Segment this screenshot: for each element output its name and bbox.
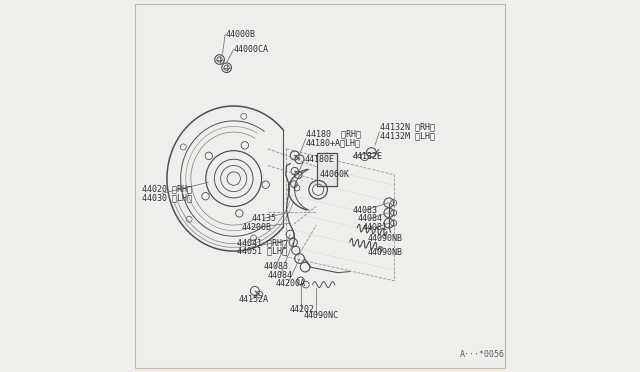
Text: 44083: 44083: [264, 262, 289, 271]
Text: 44152A: 44152A: [239, 295, 269, 304]
FancyBboxPatch shape: [317, 153, 337, 186]
Text: 44081: 44081: [363, 223, 388, 232]
Text: 44000B: 44000B: [225, 30, 255, 39]
Text: 44084: 44084: [357, 214, 382, 223]
Text: 44090NC: 44090NC: [303, 311, 339, 320]
Text: 44041 〈RH〉: 44041 〈RH〉: [237, 238, 287, 247]
Text: 44132M 〈LH〉: 44132M 〈LH〉: [380, 131, 435, 140]
Text: 44135: 44135: [251, 214, 276, 223]
Text: 44090NB: 44090NB: [367, 234, 403, 243]
Text: 44020 〈RH〉: 44020 〈RH〉: [142, 185, 192, 193]
Text: 44084: 44084: [268, 271, 293, 280]
Text: 44090NB: 44090NB: [367, 248, 403, 257]
Text: 44180E: 44180E: [305, 155, 334, 164]
Text: 44030 〈LH〉: 44030 〈LH〉: [142, 193, 192, 202]
Text: 44202: 44202: [289, 305, 314, 314]
Text: 44051 〈LH〉: 44051 〈LH〉: [237, 247, 287, 256]
Text: 44200A: 44200A: [275, 279, 305, 288]
Text: 44083: 44083: [353, 206, 378, 215]
Text: 44132E: 44132E: [353, 152, 383, 161]
Text: 44132N 〈RH〉: 44132N 〈RH〉: [380, 123, 435, 132]
Text: 44000CA: 44000CA: [234, 45, 269, 54]
Text: 44180+A〈LH〉: 44180+A〈LH〉: [306, 138, 361, 147]
Text: 44180  〈RH〉: 44180 〈RH〉: [306, 129, 361, 138]
Text: 44060K: 44060K: [320, 170, 350, 179]
Text: 44200B: 44200B: [242, 223, 272, 232]
Text: A···*0056: A···*0056: [460, 350, 504, 359]
